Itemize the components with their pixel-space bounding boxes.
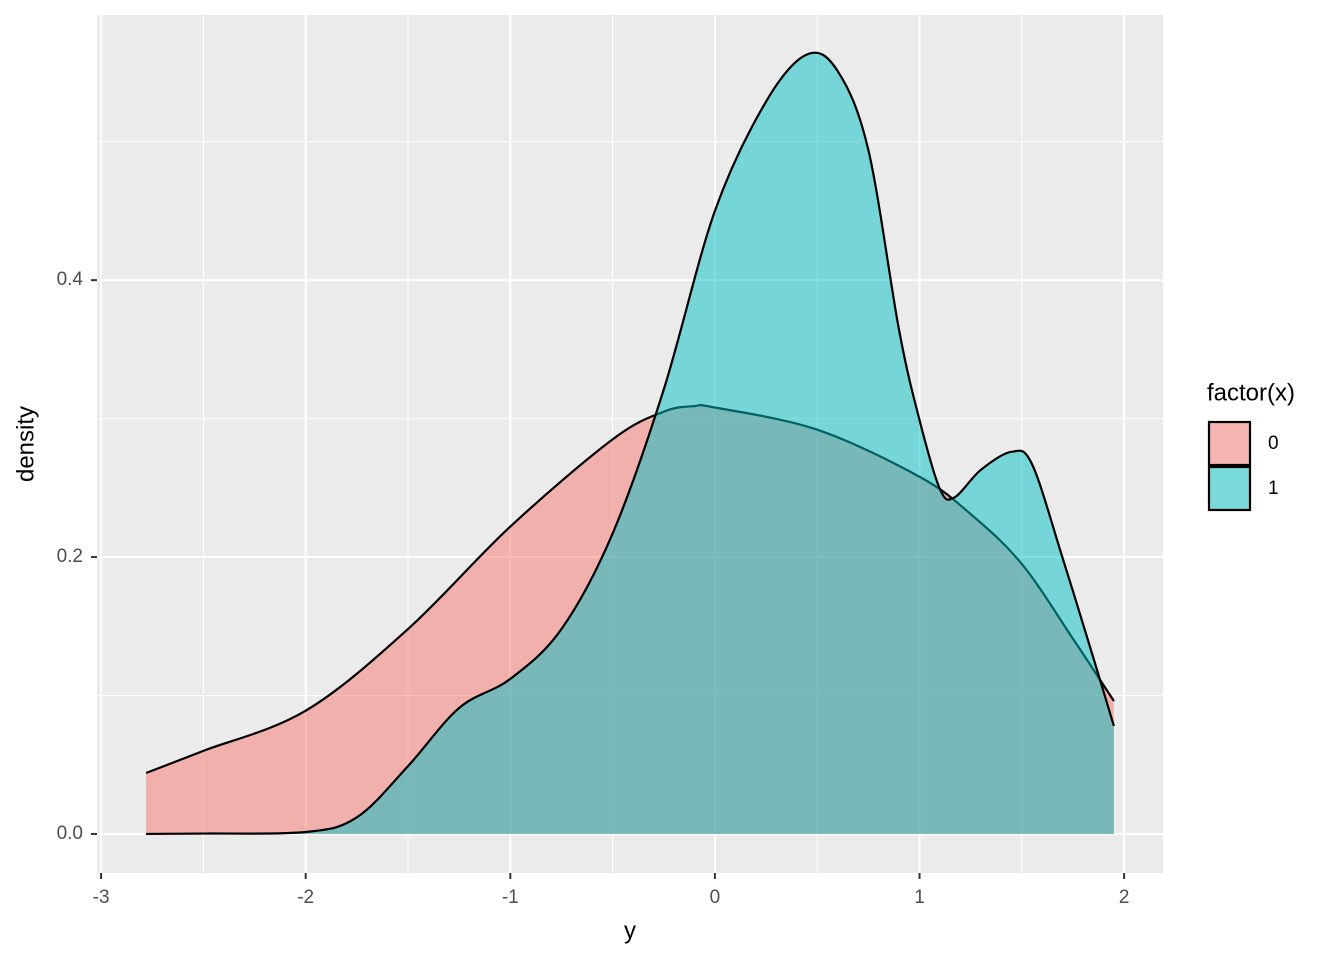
y-tick-label: 0.4 <box>57 269 84 290</box>
legend: 01 <box>1207 420 1279 512</box>
x-tick-label: 1 <box>914 887 925 908</box>
legend-label: 1 <box>1268 478 1279 499</box>
y-axis-title: density <box>12 406 39 482</box>
axes: -3 -2 -1 0 1 2 0.0 0.2 0.4 <box>57 269 1130 908</box>
y-tick-label: 0.0 <box>57 823 83 844</box>
x-tick-label: 0 <box>710 887 721 908</box>
marks <box>145 51 1115 836</box>
x-tick-label: -3 <box>93 887 110 908</box>
density-line <box>146 51 1115 836</box>
x-axis-title: y <box>624 917 636 944</box>
density-area <box>146 52 1114 834</box>
x-tick-label: -2 <box>297 887 314 908</box>
legend-key <box>1207 465 1252 512</box>
x-tick-label: -1 <box>502 887 519 908</box>
legend-key <box>1207 420 1252 467</box>
x-tick-label: 2 <box>1119 887 1130 908</box>
legend-title: factor(x) <box>1207 379 1295 406</box>
y-tick-label: 0.2 <box>57 546 83 567</box>
legend-label: 0 <box>1268 433 1279 454</box>
